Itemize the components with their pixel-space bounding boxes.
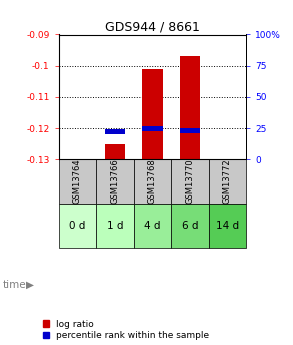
Bar [59,204,96,248]
Bar [142,69,163,159]
Bar [209,204,246,248]
Title: GDS944 / 8661: GDS944 / 8661 [105,20,200,33]
Text: 1 d: 1 d [107,221,123,231]
Text: GSM13764: GSM13764 [73,159,82,204]
Text: 4 d: 4 d [144,221,161,231]
Bar [171,159,209,204]
Bar [96,204,134,248]
Bar [180,128,200,133]
Text: 14 d: 14 d [216,221,239,231]
Bar [171,204,209,248]
Bar [105,129,125,134]
Text: 6 d: 6 d [182,221,198,231]
Text: GSM13772: GSM13772 [223,159,232,204]
Text: GSM13766: GSM13766 [110,159,119,205]
Legend: log ratio, percentile rank within the sample: log ratio, percentile rank within the sa… [42,320,209,341]
Text: 0 d: 0 d [69,221,86,231]
Text: GSM13770: GSM13770 [185,159,194,204]
Bar [59,159,96,204]
Text: time: time [3,280,27,289]
Bar [105,144,125,159]
Text: ▶: ▶ [26,280,34,289]
Bar [96,159,134,204]
Bar [134,159,171,204]
Bar [134,204,171,248]
Text: GSM13768: GSM13768 [148,159,157,205]
Bar [180,56,200,159]
Bar [142,126,163,130]
Bar [209,159,246,204]
